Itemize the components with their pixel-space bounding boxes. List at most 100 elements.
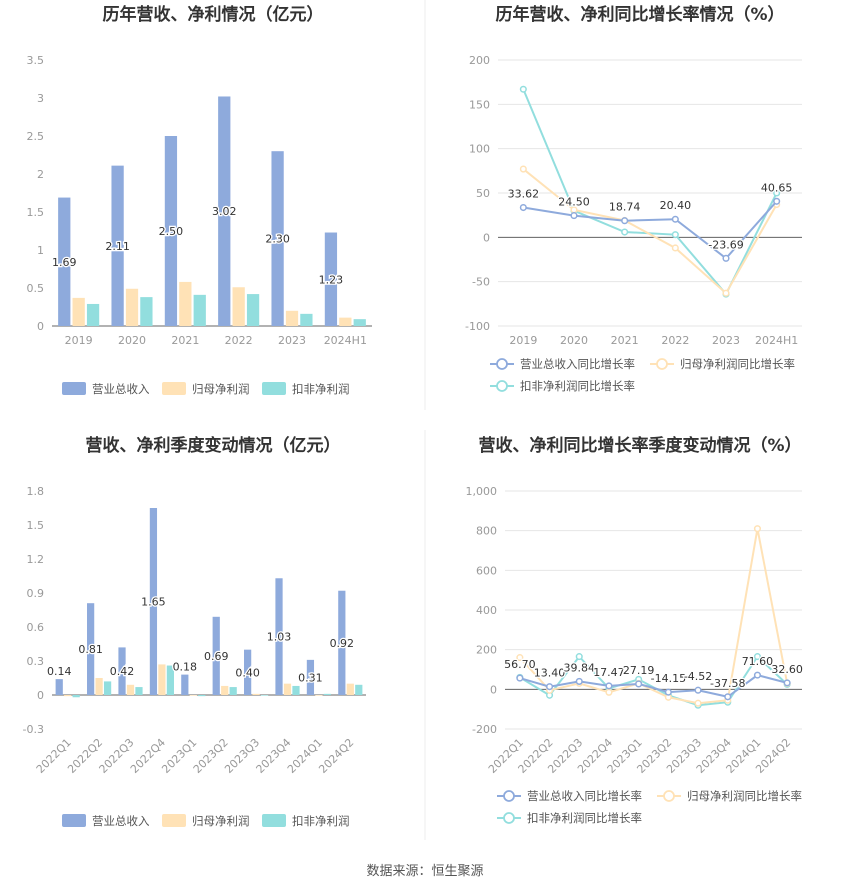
y-tick-label: -50 [472, 276, 490, 289]
chart-title: 营收、净利同比增长率季度变动情况（%） [478, 435, 801, 456]
bar [126, 684, 135, 695]
series-point [605, 682, 613, 690]
chart-title: 历年营收、净利情况（亿元） [103, 4, 324, 25]
x-tick-label: 2021 [611, 334, 639, 347]
data-label: 3.02 [212, 205, 237, 218]
legend-swatch [262, 814, 286, 827]
data-label: 1.65 [141, 596, 166, 609]
bar [339, 317, 352, 326]
chart-4: 营收、净利同比增长率季度变动情况（%） -200 0 200 400 600 800 1,00… [466, 435, 805, 825]
series-point [722, 289, 730, 297]
data-label: -23.69 [708, 238, 743, 251]
series-line [519, 674, 788, 698]
series-point [753, 671, 762, 679]
series-line [522, 88, 778, 296]
series-line [523, 200, 778, 260]
series-point [753, 525, 762, 533]
series-point [664, 688, 672, 696]
legend: 营业总收入 归母净利润 扣非净利润 [62, 382, 350, 396]
legend-label: 营业总收入同比增长率 [520, 357, 635, 371]
data-source-footer: 数据来源：恒生聚源 [366, 864, 484, 879]
series-point [773, 197, 781, 205]
series-point [635, 680, 643, 688]
data-label: 2.50 [159, 225, 184, 238]
series-point [671, 231, 679, 239]
series-point [694, 686, 702, 694]
series-point [516, 674, 524, 682]
bar [300, 313, 313, 326]
y-tick-label: 600 [476, 564, 497, 577]
data-label: 20.40 [660, 199, 692, 212]
chart-1: 历年营收、净利情况（亿元） 0 0.5 1 1.5 2 2.5 3 3.5 2019 2020 202… [27, 4, 372, 396]
y-tick-label: -100 [465, 320, 490, 333]
legend-marker [503, 812, 515, 824]
legend-swatch [262, 382, 286, 395]
bar [95, 678, 103, 695]
series-point [519, 203, 527, 212]
bar [135, 687, 143, 695]
bar [72, 695, 80, 698]
bar [149, 508, 158, 695]
y-tick-label: 0.3 [27, 655, 45, 668]
y-tick-label: 800 [476, 525, 497, 538]
series-point [783, 679, 791, 687]
legend-marker [496, 358, 508, 370]
y-tick-label: 0 [37, 320, 44, 333]
bar [140, 297, 153, 326]
legend-label: 扣非净利润 [292, 382, 350, 396]
bar [179, 281, 192, 326]
series-point [671, 244, 679, 252]
series-point [519, 165, 527, 173]
legend-label: 营业总收入 [92, 814, 150, 828]
bar [275, 578, 283, 695]
data-label: 0.14 [47, 665, 72, 678]
x-tick-label: 2019 [509, 334, 537, 347]
series-point [621, 217, 629, 225]
data-label: 17.47 [593, 666, 625, 679]
y-tick-label: 0 [490, 683, 497, 696]
bar [353, 319, 366, 326]
bar [58, 197, 71, 326]
bar [244, 649, 252, 695]
bar [285, 310, 299, 326]
data-label: 1.23 [319, 273, 344, 286]
y-tick-label: 1.2 [27, 553, 45, 566]
legend-label: 扣非净利润 [292, 814, 350, 828]
bar [118, 647, 126, 695]
data-label: 18.74 [609, 201, 641, 214]
bar [260, 695, 269, 696]
bar [218, 96, 231, 326]
bar [229, 687, 237, 695]
bar [292, 685, 300, 695]
legend-marker [496, 380, 508, 392]
y-tick-label: 1.8 [27, 485, 45, 498]
data-label: 13.40 [534, 667, 566, 680]
data-label: 39.84 [564, 661, 596, 674]
y-tick-label: 50 [476, 187, 490, 200]
y-tick-label: 200 [469, 54, 490, 67]
bar [283, 683, 292, 695]
chart-2: 历年营收、净利同比增长率情况（%） -100 -50 0 50 100 150 200 2019… [465, 4, 802, 393]
data-label: 2.11 [105, 240, 130, 253]
data-label: 71.60 [742, 655, 774, 668]
series-point [605, 688, 613, 696]
bar [338, 590, 346, 695]
legend-marker [656, 358, 668, 370]
bar [324, 232, 338, 326]
bar [103, 681, 112, 695]
y-tick-label: 1,000 [466, 485, 498, 498]
data-label: 33.62 [508, 188, 540, 201]
x-tick-label: 2024H1 [324, 334, 367, 347]
bar [323, 693, 331, 695]
legend-label: 扣非净利润同比增长率 [527, 811, 642, 825]
x-tick-label: 2022 [661, 334, 689, 347]
bar [111, 165, 124, 326]
chart-title: 营收、净利季度变动情况（亿元） [86, 435, 341, 456]
x-tick-label: 2022 [225, 334, 253, 347]
y-tick-label: 0.9 [27, 587, 45, 600]
data-label: 27.19 [623, 664, 655, 677]
legend-label: 归母净利润同比增长率 [680, 357, 795, 371]
y-tick-label: 400 [476, 604, 497, 617]
series-line [519, 528, 789, 705]
